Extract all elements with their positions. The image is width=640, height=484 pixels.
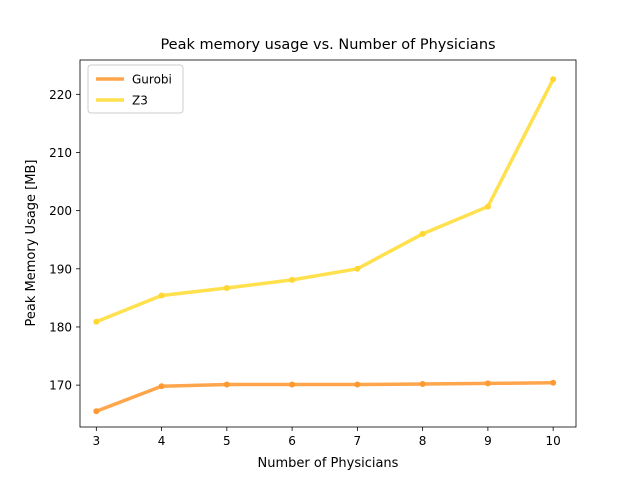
data-point-gurobi — [484, 380, 491, 387]
data-point-gurobi — [550, 379, 557, 386]
series-line-gurobi — [94, 381, 555, 414]
x-tick-label: 3 — [92, 434, 100, 448]
legend-label-z3: Z3 — [132, 94, 148, 108]
data-point-gurobi — [289, 381, 296, 388]
y-tick-label: 190 — [49, 262, 72, 276]
plot-area: 3 4 5 6 7 8 9 10 170 180 190 200 210 220 Gurobi Z3 — [49, 59, 577, 448]
y-tick-label: 220 — [49, 88, 72, 102]
x-tick-label: 8 — [419, 434, 427, 448]
data-point-z3 — [419, 230, 426, 237]
axes-frame — [79, 59, 577, 428]
x-tick-label: 10 — [546, 434, 561, 448]
x-tick-label: 9 — [484, 434, 492, 448]
data-point-gurobi — [158, 383, 165, 390]
x-tick-label: 6 — [288, 434, 296, 448]
x-tick-label: 7 — [354, 434, 362, 448]
y-tick-label: 170 — [49, 379, 72, 393]
data-point-z3 — [158, 292, 165, 299]
data-point-gurobi — [354, 381, 361, 388]
y-axis-label: Peak Memory Usage [MB] — [24, 160, 39, 327]
x-axis-label: Number of Physicians — [258, 456, 399, 471]
series-line-z3 — [94, 77, 555, 324]
legend-label-gurobi: Gurobi — [132, 73, 172, 87]
data-point-z3 — [223, 284, 230, 291]
data-point-gurobi — [93, 408, 100, 415]
data-point-z3 — [93, 318, 100, 325]
data-point-z3 — [484, 203, 491, 210]
x-tick-label: 4 — [158, 434, 166, 448]
chart-title: Peak memory usage vs. Number of Physicia… — [160, 37, 495, 53]
data-point-gurobi — [223, 381, 230, 388]
data-point-gurobi — [419, 380, 426, 387]
y-tick-label: 180 — [49, 320, 72, 334]
data-point-z3 — [289, 276, 296, 283]
x-tick-label: 5 — [223, 434, 231, 448]
y-tick-label: 210 — [49, 146, 72, 160]
y-tick-label: 200 — [49, 204, 72, 218]
data-point-z3 — [550, 76, 557, 83]
data-point-z3 — [354, 265, 361, 272]
